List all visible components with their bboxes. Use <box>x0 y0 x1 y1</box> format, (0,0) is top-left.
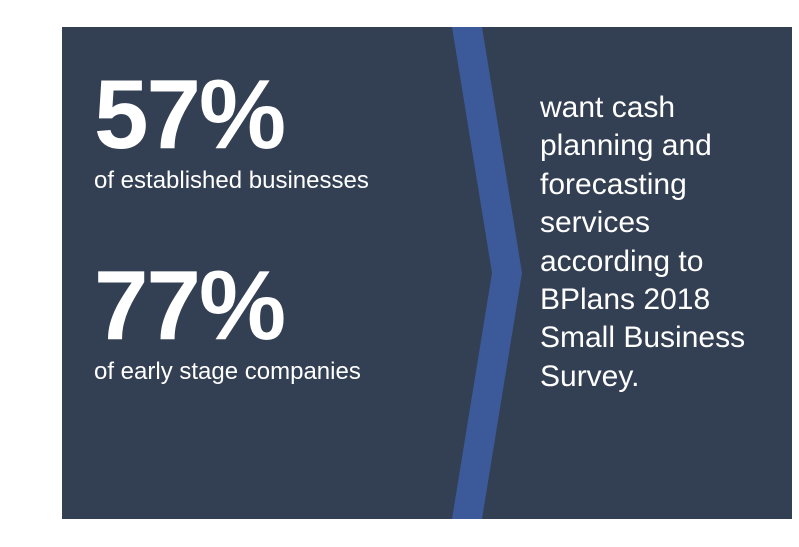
arrow-icon <box>452 27 522 519</box>
stat-block-1: 57% of established businesses <box>94 65 434 196</box>
stat-label: of established businesses <box>94 167 434 196</box>
stats-column: 57% of established businesses 77% of ear… <box>94 65 434 387</box>
stat-block-2: 77% of early stage companies <box>94 256 434 387</box>
arrow-shape <box>452 27 522 519</box>
stat-label: of early stage companies <box>94 358 434 387</box>
infographic-card: 57% of established businesses 77% of ear… <box>62 27 792 519</box>
stat-value: 77% <box>94 256 434 354</box>
stat-value: 57% <box>94 65 434 163</box>
description-text: want cash planning and forecasting servi… <box>540 89 780 396</box>
